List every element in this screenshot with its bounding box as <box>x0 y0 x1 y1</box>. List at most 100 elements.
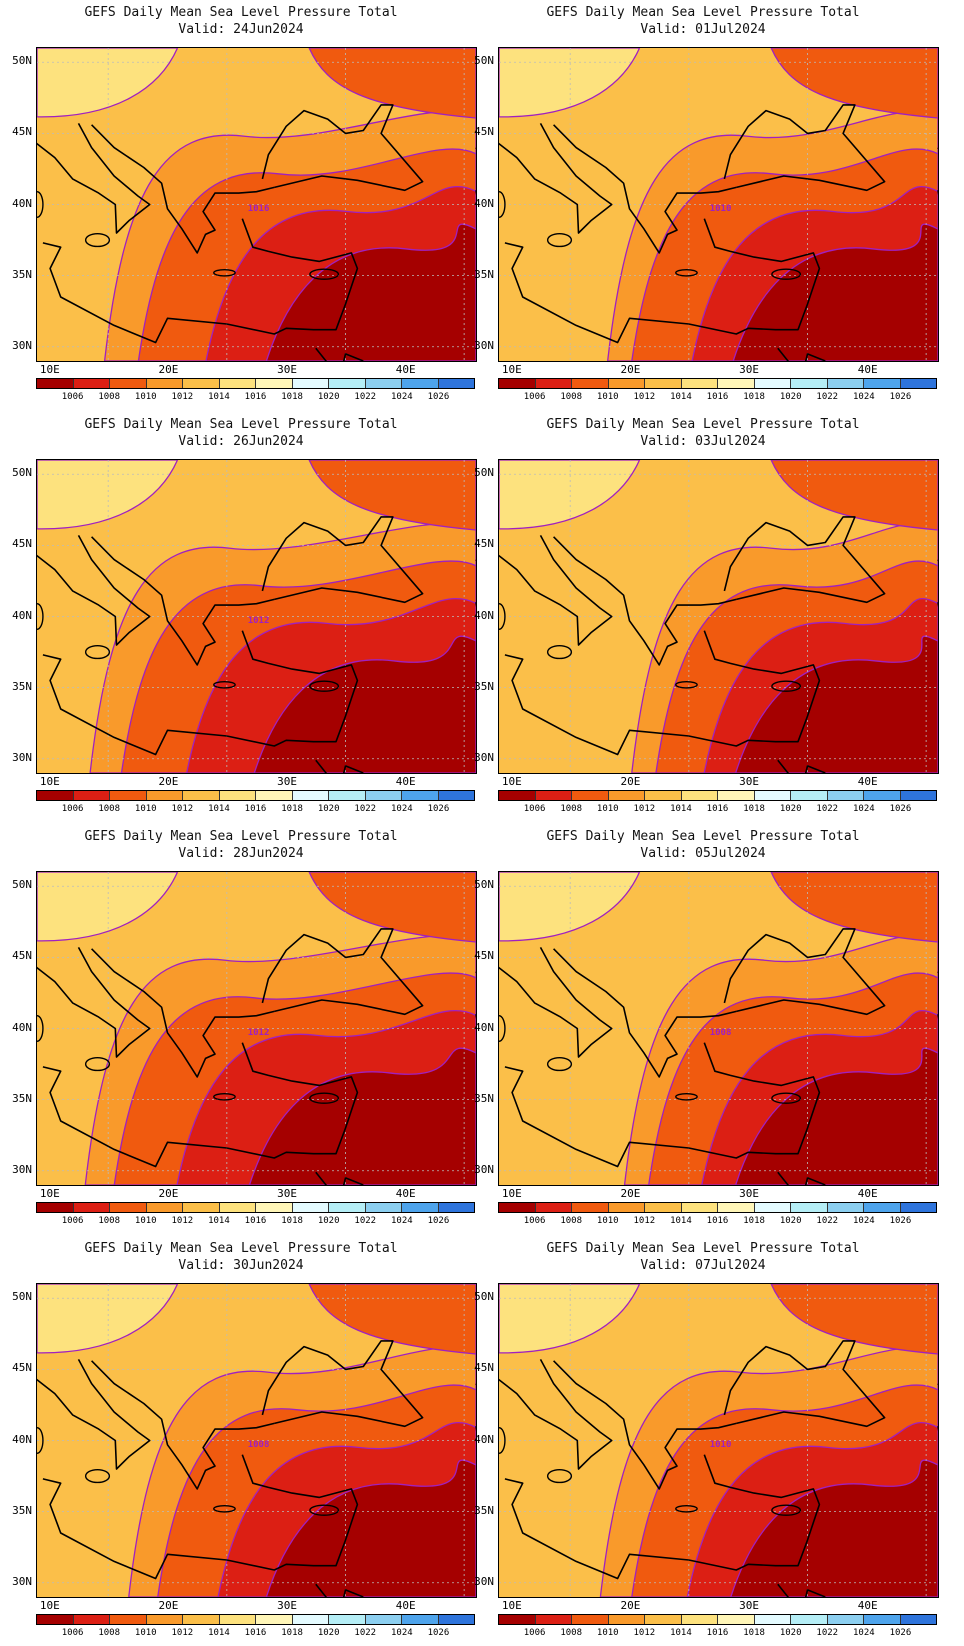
colorbar-swatch <box>608 791 645 800</box>
longitude-tick-label: 10E <box>501 775 522 788</box>
pressure-band <box>499 1284 641 1354</box>
longitude-tick-label: 20E <box>620 1599 641 1612</box>
colorbar-swatch <box>329 791 366 800</box>
latitude-tick-label: 35N <box>474 679 494 693</box>
colorbar <box>36 378 475 389</box>
pressure-map-svg: 1016 <box>37 48 476 361</box>
colorbar-tick-label: 1024 <box>390 1628 413 1638</box>
colorbar-tick-label: 1026 <box>889 1216 912 1226</box>
colorbar-swatch <box>681 1203 718 1212</box>
longitude-tick-label: 10E <box>501 363 522 376</box>
colorbar-tick-label: 1020 <box>317 1628 340 1638</box>
colorbar-swatch <box>864 1203 901 1212</box>
longitude-tick-label: 20E <box>620 775 641 788</box>
colorbar-swatch <box>754 1203 791 1212</box>
coastline <box>553 124 737 254</box>
colorbar-swatch <box>402 1203 439 1212</box>
colorbar-swatch <box>535 379 572 388</box>
colorbar-tick-label: 1012 <box>633 1628 656 1638</box>
colorbar-tick-label: 1014 <box>670 392 692 402</box>
colorbar-tick-label: 1010 <box>134 804 157 814</box>
island <box>213 1092 236 1101</box>
island <box>213 268 236 277</box>
longitude-tick-label: 40E <box>857 775 878 788</box>
latitude-tick-label: 50N <box>474 878 494 892</box>
contour-label: 1008 <box>248 1440 270 1450</box>
colorbar-tick-label: 1010 <box>596 1628 619 1638</box>
coastline <box>91 948 275 1078</box>
pressure-map-svg: 1010 <box>499 1284 938 1597</box>
colorbar-tick-label: 1024 <box>852 1216 875 1226</box>
panel-title-line: GEFS Daily Mean Sea Level Pressure Total <box>546 5 860 20</box>
colorbar-swatch <box>499 791 536 800</box>
pressure-map: 1012 <box>36 871 477 1186</box>
colorbar-swatch <box>645 379 682 388</box>
colorbar-swatch <box>329 1203 366 1212</box>
colorbar-tick-label: 1016 <box>244 1216 267 1226</box>
colorbar-tick-label: 1026 <box>427 1628 450 1638</box>
latitude-tick-label: 35N <box>12 1503 32 1517</box>
latitude-tick-label: 30N <box>474 750 494 764</box>
pressure-map: 1010 <box>498 1283 939 1598</box>
colorbar-swatch <box>438 1615 474 1624</box>
pressure-map: 1010 <box>498 47 939 362</box>
coastline <box>315 1583 364 1597</box>
coastline <box>91 1360 275 1490</box>
island <box>675 1092 698 1101</box>
colorbar-tick-label: 1018 <box>743 1628 765 1638</box>
colorbar-tick-label: 1016 <box>706 1628 729 1638</box>
coastline <box>37 535 151 646</box>
longitude-tick-label: 30E <box>277 1187 298 1200</box>
longitude-tick-label: 10E <box>39 1187 60 1200</box>
colorbar-swatch <box>645 1615 682 1624</box>
colorbar-tick-label: 1024 <box>852 804 875 814</box>
colorbar-tick-label: 1018 <box>743 1216 765 1226</box>
colorbar-swatch <box>438 1203 474 1212</box>
colorbar-tick-label: 1012 <box>633 804 656 814</box>
coastline <box>261 104 424 192</box>
colorbar <box>36 1202 475 1213</box>
longitude-tick-label: 10E <box>501 1599 522 1612</box>
colorbar-tick-label: 1024 <box>852 1628 875 1638</box>
pressure-map-svg: 1012 <box>37 872 476 1185</box>
island <box>84 232 111 248</box>
longitude-tick-label: 10E <box>39 1599 60 1612</box>
pressure-band <box>308 872 476 943</box>
pressure-band <box>265 223 476 361</box>
colorbar <box>36 1614 475 1625</box>
colorbar-tick-label: 1014 <box>208 1628 230 1638</box>
colorbar-tick-label: 1008 <box>560 1216 582 1226</box>
panel-valid-date: Valid: 28Jun2024 <box>178 846 304 861</box>
colorbar-tick-label: 1006 <box>523 1628 546 1638</box>
colorbar-swatch <box>827 1203 864 1212</box>
panel-valid-date: Valid: 01Jul2024 <box>640 22 766 37</box>
colorbar-swatch <box>73 791 110 800</box>
colorbar-swatch <box>73 379 110 388</box>
panel-valid-date: Valid: 05Jul2024 <box>640 846 766 861</box>
colorbar-swatch <box>37 1615 74 1624</box>
pressure-map: 1016 <box>36 47 477 362</box>
colorbar-swatch <box>183 1615 220 1624</box>
colorbar <box>498 378 937 389</box>
colorbar-tick-label: 1020 <box>317 1216 340 1226</box>
longitude-tick-label: 30E <box>277 1599 298 1612</box>
island <box>213 1504 236 1513</box>
colorbar-swatch <box>365 1615 402 1624</box>
longitude-tick-label: 30E <box>739 1187 760 1200</box>
colorbar-tick-label: 1018 <box>281 1216 303 1226</box>
latitude-tick-label: 35N <box>474 1091 494 1105</box>
colorbar-tick-label: 1016 <box>706 1216 729 1226</box>
island <box>499 1426 506 1455</box>
pressure-map-svg: 1008 <box>37 1284 476 1597</box>
panel-title-line: GEFS Daily Mean Sea Level Pressure Total <box>546 417 860 432</box>
island <box>37 1426 44 1455</box>
colorbar-swatch <box>37 791 74 800</box>
latitude-tick-label: 30N <box>12 1162 32 1176</box>
latitude-tick-label: 30N <box>474 1574 494 1588</box>
latitude-tick-label: 50N <box>474 1290 494 1304</box>
latitude-tick-label: 40N <box>12 608 32 622</box>
coastline <box>261 1340 424 1428</box>
pressure-band <box>499 460 641 530</box>
colorbar-swatch <box>791 791 828 800</box>
colorbar-tick-label: 1020 <box>779 392 802 402</box>
